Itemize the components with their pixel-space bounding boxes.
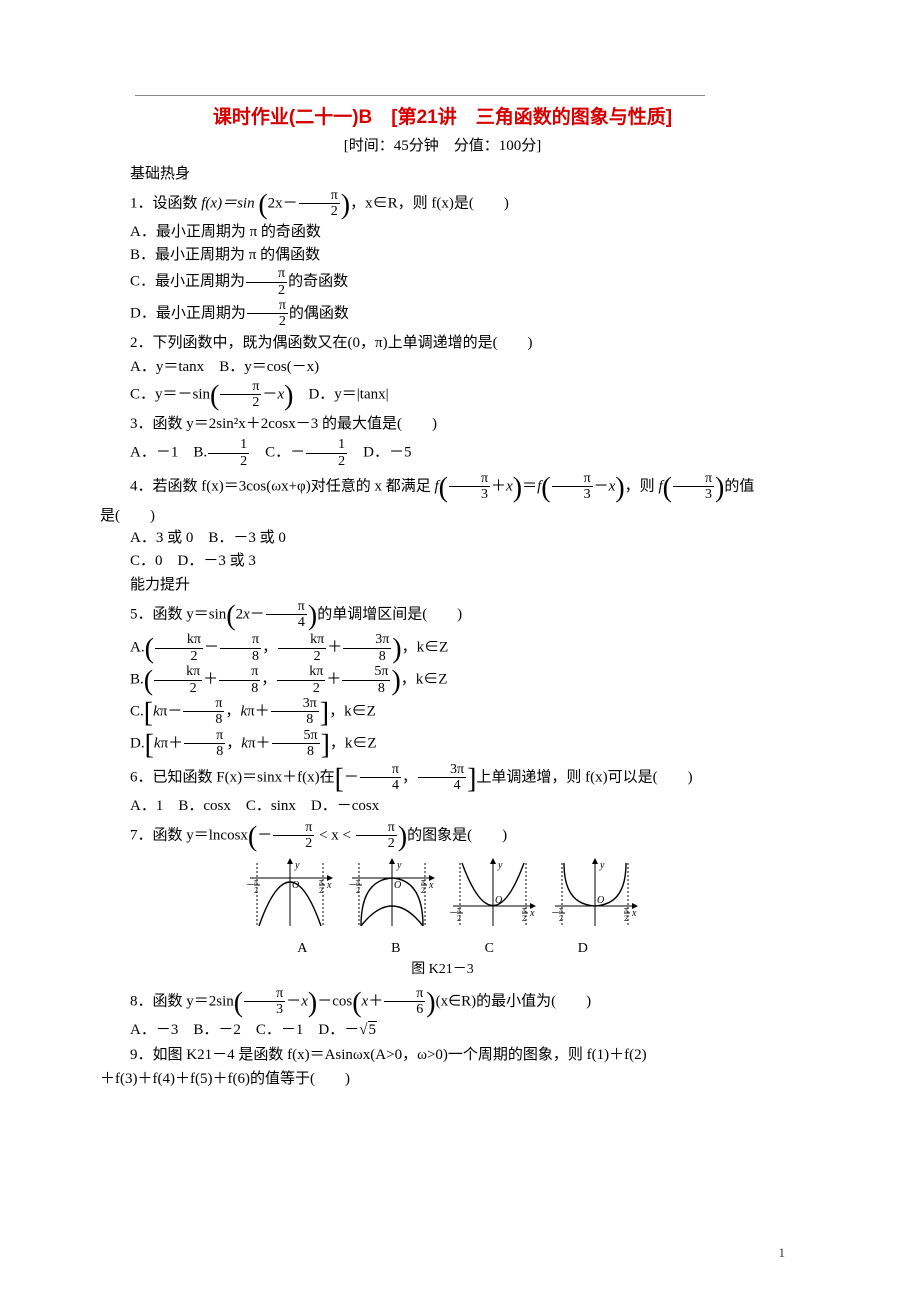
q1-A: A．最小正周期为 π 的奇函数 [100, 221, 785, 244]
q3: 3．函数 y＝2sin²x＋2cosx－3 的最大值是( ) [100, 413, 785, 436]
q2: 2．下列函数中，既为偶函数又在(0，π)上单调递增的是( ) [100, 332, 785, 355]
q2-CD: C．y＝－sin(π2－x) D．y＝|tanx| [100, 379, 785, 411]
q6: 6．已知函数 F(x)＝sinx＋f(x)在[－π4，3π4]上单调递增，则 f… [100, 762, 785, 794]
graph-C: y x O －π2 π2 [448, 858, 538, 938]
q5-B: B.(kπ2＋π8，kπ2＋5π8)，k∈Z [100, 664, 785, 696]
frac-pi2-4: π2 [220, 379, 261, 411]
svg-text:2: 2 [356, 886, 360, 895]
graph-letters: A B C D [100, 938, 785, 959]
frac-pi2-3: π2 [247, 298, 288, 330]
svg-text:2: 2 [522, 914, 526, 923]
q2-AB: A．y＝tanx B．y＝cos(－x) [100, 356, 785, 379]
graph-A: y x O －π2 π2 [245, 858, 335, 938]
svg-text:O: O [292, 880, 299, 891]
section-up: 能力提升 [100, 574, 785, 597]
q5-A: A.(kπ2－π8，kπ2＋3π8)，k∈Z [100, 632, 785, 664]
svg-text:2: 2 [457, 914, 461, 923]
q1-stem-a: 1．设函数 [130, 195, 201, 211]
svg-text:x: x [428, 880, 434, 891]
q1-fx: f(x)＝sin [201, 195, 254, 211]
q1-C: C．最小正周期为π2的奇函数 [100, 266, 785, 298]
page-number: 1 [779, 1243, 786, 1263]
svg-text:y: y [396, 860, 402, 871]
graph-D: y x O －π2 π2 [550, 858, 640, 938]
figure-caption: 图 K21－3 [100, 959, 785, 980]
q8-opts: A．－3 B．－2 C．－1 D．－√5 [100, 1019, 785, 1042]
frac-1-2-b: 12 [306, 437, 347, 469]
svg-text:O: O [495, 895, 502, 906]
q1-D: D．最小正周期为π2的偶函数 [100, 298, 785, 330]
svg-text:2: 2 [624, 914, 628, 923]
q1-arg: 2x－ [268, 195, 298, 211]
q8: 8．函数 y＝2sin(π3－x)－cos(x＋π6)(x∈R)的最小值为( ) [100, 986, 785, 1018]
q5: 5．函数 y＝sin(2x－π4)的单调增区间是( ) [100, 599, 785, 631]
q1-B: B．最小正周期为 π 的偶函数 [100, 244, 785, 267]
svg-text:x: x [631, 908, 637, 919]
q3-opts: A．－1 B.12 C．－12 D．－5 [100, 437, 785, 469]
top-rule [135, 95, 705, 96]
svg-text:2: 2 [319, 886, 323, 895]
q7-graphs: y x O －π2 π2 y x O －π2 π2 [100, 858, 785, 980]
q5-D: D.[kπ＋π8，kπ＋5π8]，k∈Z [100, 728, 785, 760]
svg-text:2: 2 [559, 914, 563, 923]
q7: 7．函数 y＝lncosx(－π2 < x < π2)的图象是( ) [100, 820, 785, 852]
q4: 4．若函数 f(x)＝3cos(ωx+φ)对任意的 x 都满足 f(π3＋x)＝… [100, 471, 785, 503]
section-basic: 基础热身 [100, 163, 785, 186]
svg-text:x: x [529, 908, 535, 919]
q9-line2: ＋f(3)＋f(4)＋f(5)＋f(6)的值等于( ) [100, 1068, 785, 1091]
svg-text:O: O [394, 880, 401, 891]
graph-B: y x O －π2 π2 [347, 858, 437, 938]
svg-text:O: O [597, 895, 604, 906]
svg-text:y: y [599, 860, 605, 871]
q6-opts: A．1 B．cosx C．sinx D．－cosx [100, 795, 785, 818]
lesson-title: 课时作业(二十一)B [第21讲 三角函数的图象与性质] [100, 104, 785, 133]
q1-lparen: ( [258, 189, 267, 220]
q9-line1: 9．如图 K21－4 是函数 f(x)＝Asinωx(A>0，ω>0)一个周期的… [100, 1044, 785, 1067]
svg-text:2: 2 [254, 886, 258, 895]
q1-rparen: ) [341, 189, 350, 220]
frac-pi2-2: π2 [246, 266, 287, 298]
frac-1-2-a: 12 [208, 437, 249, 469]
lesson-subtitle: [时间：45分钟 分值：100分] [100, 135, 785, 158]
frac-pi2-1: π2 [299, 188, 340, 220]
svg-text:y: y [497, 860, 503, 871]
q4-CD: C．0 D．－3 或 3 [100, 550, 785, 573]
q4-AB: A．3 或 0 B．－3 或 0 [100, 527, 785, 550]
q1-tail: ，x∈R，则 f(x)是( ) [350, 195, 509, 211]
q1: 1．设函数 f(x)＝sin (2x－π2)，x∈R，则 f(x)是( ) [100, 188, 785, 220]
svg-text:y: y [294, 860, 300, 871]
q4-line2: 是( ) [100, 505, 785, 528]
q5-C: C.[kπ－π8，kπ＋3π8]，k∈Z [100, 696, 785, 728]
svg-text:2: 2 [421, 886, 425, 895]
svg-text:x: x [326, 880, 332, 891]
